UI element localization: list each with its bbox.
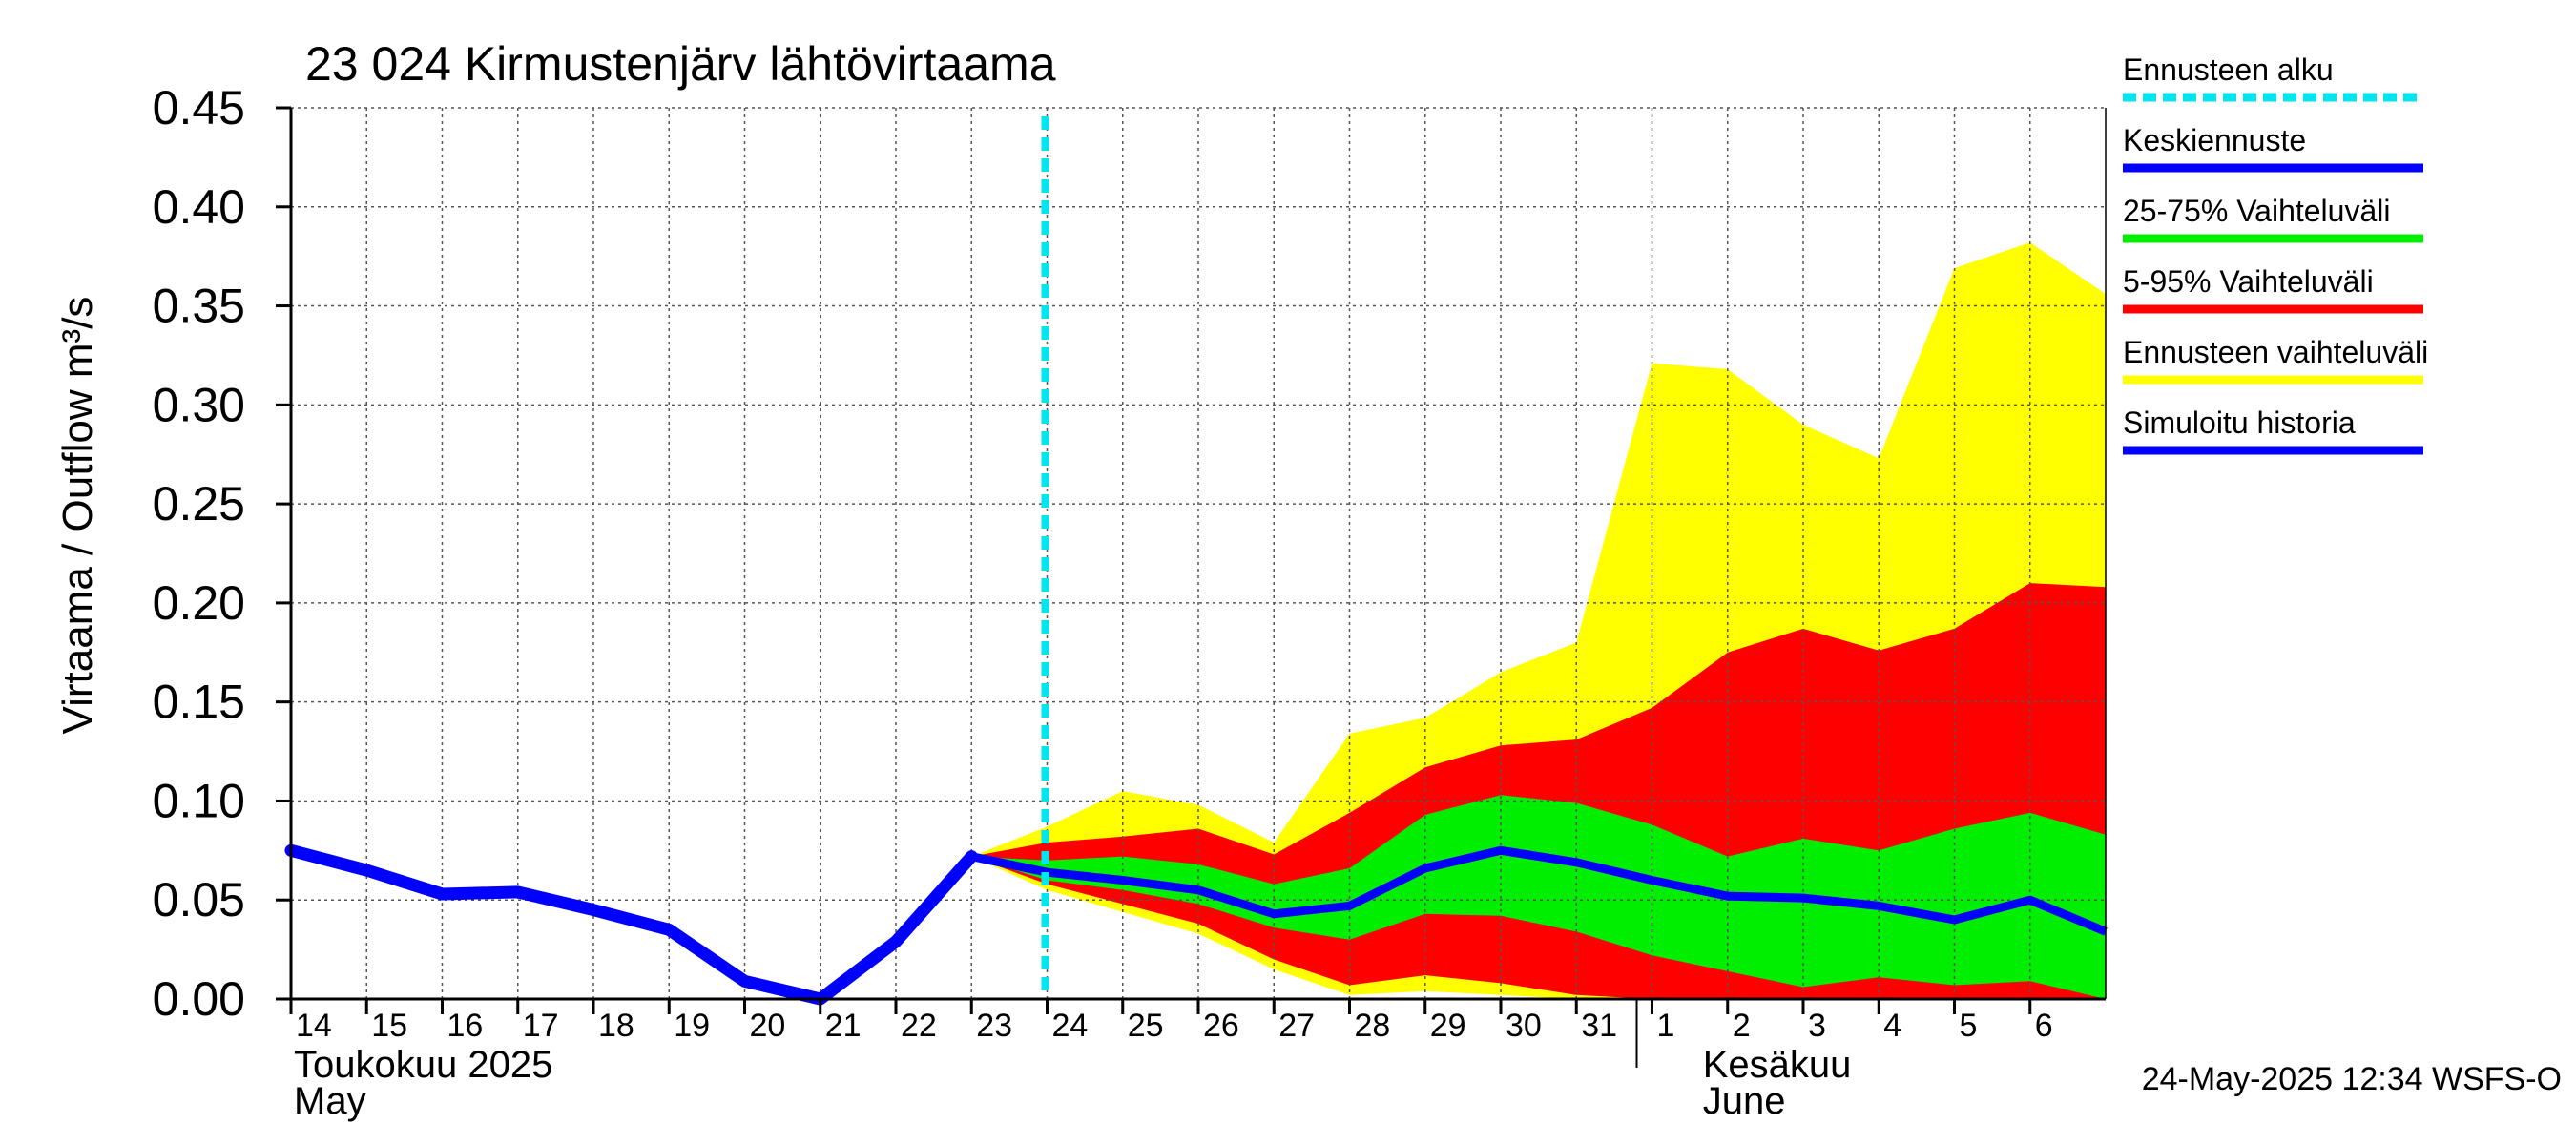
- x-tick-label: 16: [447, 1008, 484, 1044]
- month-label-en: May: [294, 1080, 366, 1122]
- y-axis-label: Virtaama / Outflow m³/s: [54, 297, 101, 735]
- x-tick-label: 5: [1960, 1008, 1978, 1044]
- y-tick-label: 0.25: [153, 477, 245, 531]
- x-tick-label: 4: [1883, 1008, 1901, 1044]
- x-tick-label: 30: [1506, 1008, 1542, 1044]
- legend-label: Ennusteen vaihteluväli: [2123, 335, 2428, 369]
- x-tick-label: 1: [1657, 1008, 1675, 1044]
- x-tick-label: 17: [523, 1008, 559, 1044]
- legend-label: 25-75% Vaihteluväli: [2123, 194, 2390, 228]
- series-mean-forecast: [970, 845, 2108, 936]
- y-tick-label: 0.40: [153, 180, 245, 234]
- x-tick-label: 15: [371, 1008, 407, 1044]
- x-tick-label: 31: [1581, 1008, 1617, 1044]
- y-tick-label: 0.35: [153, 280, 245, 333]
- x-tick-label: 26: [1203, 1008, 1239, 1044]
- footer-timestamp: 24-May-2025 12:34 WSFS-O: [2142, 1061, 2562, 1097]
- x-tick-label: 29: [1430, 1008, 1466, 1044]
- x-tick-label: 22: [901, 1008, 937, 1044]
- x-tick-label: 21: [825, 1008, 862, 1044]
- plot-area: [971, 242, 2106, 1000]
- legend-label: Ennusteen alku: [2123, 52, 2334, 87]
- month-label-en: June: [1703, 1080, 1786, 1122]
- x-tick-label: 25: [1128, 1008, 1164, 1044]
- x-tick-label: 18: [598, 1008, 634, 1044]
- month-label-fi: Kesäkuu: [1703, 1044, 1852, 1086]
- axes: 0.00 0.05 0.10 0.15 0.20 0.25 0.30 0.35 0.40 0.45…: [153, 81, 2107, 1122]
- x-tick-label: 28: [1355, 1008, 1391, 1044]
- series-simulated-history: [284, 843, 978, 1006]
- band-25-75: [971, 795, 2106, 999]
- y-tick-label: 0.00: [153, 972, 245, 1026]
- x-tick-label: 20: [750, 1008, 786, 1044]
- x-tick-label: 23: [976, 1008, 1012, 1044]
- month-label-fi: Toukokuu 2025: [294, 1044, 552, 1086]
- chart-title: 23 024 Kirmustenjärv lähtövirtaama: [305, 37, 1056, 91]
- legend-label: Keskiennuste: [2123, 123, 2306, 157]
- y-tick-label: 0.30: [153, 378, 245, 431]
- series-lines: [284, 116, 2108, 1006]
- y-tick-label: 0.20: [153, 576, 245, 630]
- legend-label: 5-95% Vaihteluväli: [2123, 264, 2374, 299]
- legend: Ennusteen alku Keskiennuste 25-75% Vaihtel…: [2123, 52, 2428, 455]
- y-tick-label: 0.05: [153, 873, 245, 926]
- x-tick-label: 6: [2035, 1008, 2053, 1044]
- x-tick-label: 24: [1052, 1008, 1089, 1044]
- x-tick-label: 2: [1733, 1008, 1751, 1044]
- legend-label: Simuloitu historia: [2123, 406, 2356, 440]
- y-tick-label: 0.10: [153, 774, 245, 827]
- y-tick-label: 0.15: [153, 676, 245, 729]
- x-tick-label: 19: [674, 1008, 710, 1044]
- y-tick-label: 0.45: [153, 81, 245, 135]
- x-tick-label: 14: [296, 1008, 332, 1044]
- x-tick-label: 3: [1808, 1008, 1826, 1044]
- grid: [290, 107, 2106, 1000]
- x-tick-label: 27: [1278, 1008, 1315, 1044]
